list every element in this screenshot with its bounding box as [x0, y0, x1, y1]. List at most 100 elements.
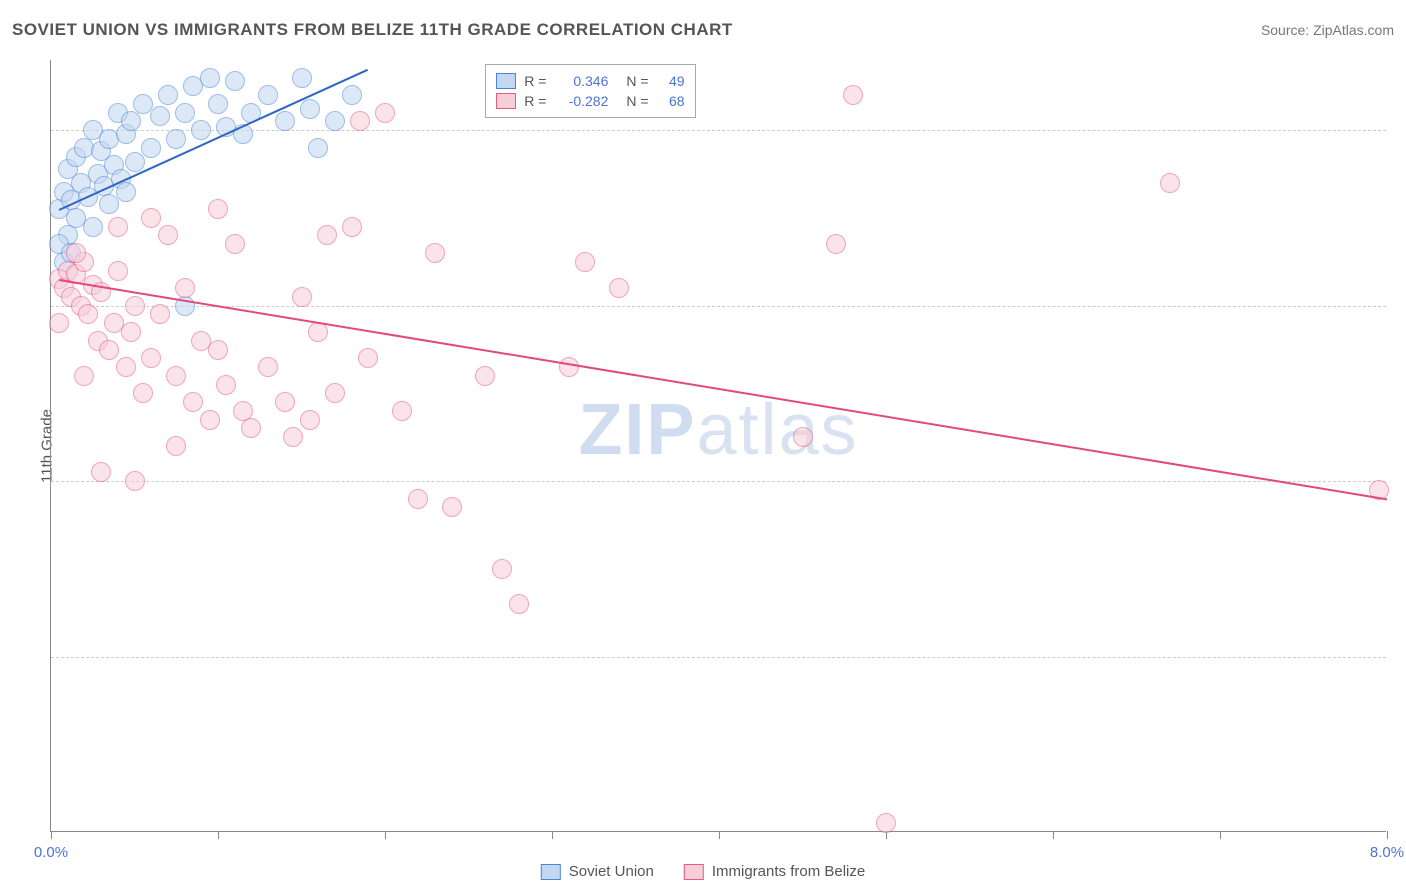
scatter-point [116, 357, 136, 377]
scatter-point [141, 348, 161, 368]
scatter-point [83, 217, 103, 237]
scatter-point [125, 152, 145, 172]
scatter-point [99, 194, 119, 214]
y-tick-label: 80.0% [1396, 473, 1406, 490]
scatter-point [300, 99, 320, 119]
scatter-point [66, 243, 86, 263]
scatter-point [116, 182, 136, 202]
scatter-point [325, 111, 345, 131]
scatter-point [121, 322, 141, 342]
legend-item: Immigrants from Belize [684, 863, 865, 880]
scatter-point [208, 199, 228, 219]
scatter-point [442, 497, 462, 517]
scatter-point [175, 103, 195, 123]
scatter-point [141, 208, 161, 228]
x-tick-label: 8.0% [1370, 844, 1404, 861]
scatter-point [208, 340, 228, 360]
header: SOVIET UNION VS IMMIGRANTS FROM BELIZE 1… [12, 20, 1394, 40]
scatter-point [121, 111, 141, 131]
scatter-point [200, 68, 220, 88]
scatter-point [108, 217, 128, 237]
scatter-point [200, 410, 220, 430]
correlation-legend-row: R =0.346N =49 [496, 71, 684, 91]
scatter-point [317, 225, 337, 245]
x-tick [385, 831, 386, 839]
scatter-point [166, 436, 186, 456]
scatter-point [392, 401, 412, 421]
scatter-point [408, 489, 428, 509]
scatter-point [575, 252, 595, 272]
scatter-point [342, 217, 362, 237]
scatter-point [559, 357, 579, 377]
watermark: ZIPatlas [578, 389, 858, 471]
legend-label: Immigrants from Belize [712, 863, 865, 880]
scatter-point [375, 103, 395, 123]
scatter-point [475, 366, 495, 386]
scatter-point [141, 138, 161, 158]
scatter-point [258, 357, 278, 377]
legend-item: Soviet Union [541, 863, 654, 880]
scatter-point [308, 138, 328, 158]
legend-swatch [541, 864, 561, 880]
scatter-point [125, 296, 145, 316]
y-tick-label: 90.0% [1396, 297, 1406, 314]
scatter-point [108, 261, 128, 281]
scatter-point [342, 85, 362, 105]
gridline-horizontal [51, 657, 1386, 658]
source-attribution: Source: ZipAtlas.com [1261, 22, 1394, 38]
scatter-point [99, 340, 119, 360]
chart-plot-area: ZIPatlas 70.0%80.0%90.0%100.0%0.0%8.0%R … [50, 60, 1386, 832]
scatter-point [876, 813, 896, 833]
scatter-point [258, 85, 278, 105]
legend-bottom: Soviet Union Immigrants from Belize [541, 863, 865, 880]
scatter-point [492, 559, 512, 579]
legend-swatch [684, 864, 704, 880]
x-tick [1220, 831, 1221, 839]
x-tick-label: 0.0% [34, 844, 68, 861]
gridline-horizontal [51, 481, 1386, 482]
legend-label: Soviet Union [569, 863, 654, 880]
scatter-point [49, 313, 69, 333]
scatter-point [358, 348, 378, 368]
scatter-point [183, 392, 203, 412]
r-label: R = [524, 73, 546, 89]
scatter-point [350, 111, 370, 131]
y-tick-label: 100.0% [1396, 122, 1406, 139]
n-value: 68 [657, 93, 685, 109]
scatter-point [225, 71, 245, 91]
scatter-point [91, 462, 111, 482]
scatter-point [208, 94, 228, 114]
scatter-point [275, 111, 295, 131]
watermark-bold: ZIP [578, 390, 696, 470]
scatter-point [150, 106, 170, 126]
scatter-point [225, 234, 245, 254]
scatter-point [609, 278, 629, 298]
scatter-point [241, 418, 261, 438]
scatter-point [166, 366, 186, 386]
trendline [59, 279, 1387, 500]
r-value: -0.282 [554, 93, 608, 109]
x-tick [1387, 831, 1388, 839]
n-label: N = [626, 93, 648, 109]
scatter-point [300, 410, 320, 430]
legend-swatch [496, 73, 516, 89]
x-tick [51, 831, 52, 839]
scatter-point [325, 383, 345, 403]
x-tick [552, 831, 553, 839]
r-label: R = [524, 93, 546, 109]
scatter-point [133, 383, 153, 403]
n-label: N = [626, 73, 648, 89]
scatter-point [843, 85, 863, 105]
scatter-point [216, 375, 236, 395]
scatter-point [292, 287, 312, 307]
chart-title: SOVIET UNION VS IMMIGRANTS FROM BELIZE 1… [12, 20, 733, 40]
scatter-point [793, 427, 813, 447]
x-tick [719, 831, 720, 839]
gridline-horizontal [51, 306, 1386, 307]
x-tick [1053, 831, 1054, 839]
legend-swatch [496, 93, 516, 109]
r-value: 0.346 [554, 73, 608, 89]
scatter-point [158, 225, 178, 245]
scatter-point [175, 278, 195, 298]
correlation-legend: R =0.346N =49R =-0.282N =68 [485, 64, 695, 118]
